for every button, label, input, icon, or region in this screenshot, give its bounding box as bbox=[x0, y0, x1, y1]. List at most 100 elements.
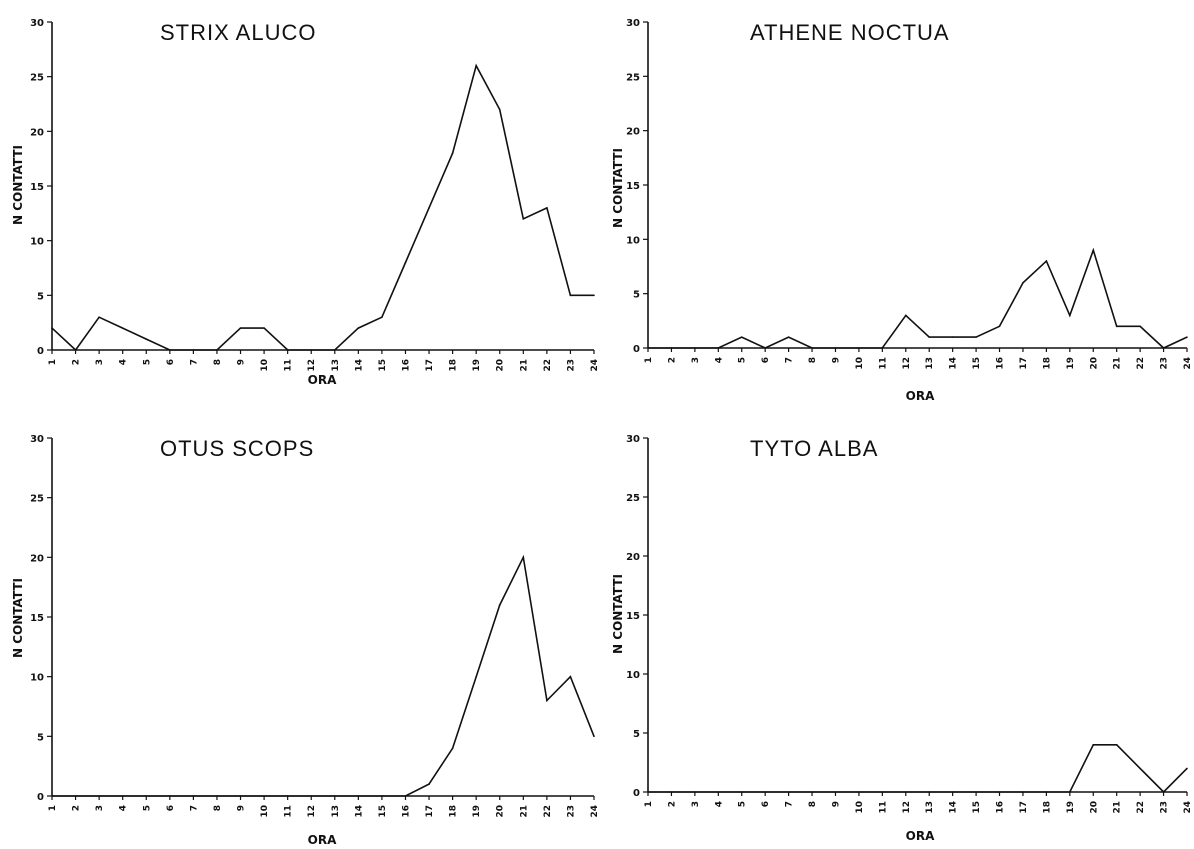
data-point bbox=[647, 791, 649, 793]
y-axis-label: N CONTATTI bbox=[611, 148, 625, 228]
x-tick-label: 6 bbox=[166, 359, 176, 365]
x-tick-label: 23 bbox=[566, 359, 576, 372]
x-tick-label: 9 bbox=[831, 801, 841, 807]
y-tick-label: 20 bbox=[626, 127, 640, 138]
x-tick-label: 24 bbox=[1183, 801, 1193, 814]
data-point bbox=[740, 791, 743, 793]
data-point bbox=[74, 795, 77, 797]
x-tick-label: 10 bbox=[855, 357, 865, 370]
chart-panel-strix-aluco: STRIX ALUCO ORA N CONTATTI 0510152025301… bbox=[11, 18, 600, 387]
data-point bbox=[975, 791, 977, 793]
y-tick-label: 25 bbox=[626, 72, 640, 83]
y-tick-label: 0 bbox=[633, 788, 640, 799]
x-tick-label: 23 bbox=[566, 805, 576, 818]
data-point bbox=[51, 327, 53, 329]
x-tick-label: 5 bbox=[142, 359, 152, 365]
x-tick-label: 14 bbox=[354, 359, 364, 372]
data-point bbox=[928, 791, 931, 793]
x-tick-label: 19 bbox=[472, 359, 482, 372]
x-tick-label: 23 bbox=[1160, 801, 1170, 814]
x-tick-label: 9 bbox=[237, 359, 247, 365]
data-point bbox=[428, 207, 430, 209]
x-tick-label: 3 bbox=[95, 359, 105, 365]
data-point bbox=[904, 791, 907, 793]
x-tick-label: 2 bbox=[72, 359, 82, 365]
data-point bbox=[263, 795, 265, 797]
x-tick-label: 21 bbox=[519, 359, 529, 372]
y-tick-label: 30 bbox=[30, 18, 44, 29]
x-tick-label: 24 bbox=[590, 359, 600, 372]
data-point bbox=[764, 791, 766, 793]
y-tick-label: 5 bbox=[37, 732, 44, 743]
x-tick-label: 19 bbox=[472, 805, 482, 818]
y-tick-label: 30 bbox=[30, 434, 44, 445]
x-tick-label: 23 bbox=[1160, 357, 1170, 370]
data-point bbox=[1092, 249, 1095, 251]
data-point bbox=[1115, 325, 1118, 328]
chart-title: ATHENE NOCTUA bbox=[750, 20, 950, 45]
data-point bbox=[404, 795, 407, 797]
y-tick-label: 15 bbox=[30, 182, 44, 193]
x-tick-label: 2 bbox=[667, 357, 677, 363]
data-point bbox=[498, 108, 501, 111]
data-point bbox=[811, 791, 813, 793]
x-tick-label: 6 bbox=[761, 357, 771, 363]
x-tick-label: 12 bbox=[307, 805, 317, 818]
x-tick-label: 18 bbox=[1042, 357, 1052, 370]
x-tick-label: 13 bbox=[925, 801, 935, 814]
data-point bbox=[881, 347, 884, 349]
data-point bbox=[670, 791, 673, 793]
x-tick-label: 17 bbox=[1019, 357, 1029, 370]
y-tick-label: 30 bbox=[626, 18, 640, 29]
data-point bbox=[1092, 744, 1095, 746]
y-tick-label: 0 bbox=[37, 346, 44, 357]
x-tick-label: 10 bbox=[260, 805, 270, 818]
x-tick-label: 1 bbox=[48, 805, 58, 811]
x-tick-label: 13 bbox=[331, 805, 341, 818]
chart-title: OTUS SCOPS bbox=[160, 436, 314, 461]
data-point bbox=[717, 347, 720, 349]
x-tick-label: 16 bbox=[996, 357, 1006, 370]
data-point bbox=[216, 795, 218, 797]
x-tick-label: 11 bbox=[284, 359, 294, 372]
x-tick-label: 16 bbox=[996, 801, 1006, 814]
x-tick-label: 1 bbox=[644, 801, 654, 807]
y-tick-label: 20 bbox=[626, 552, 640, 563]
data-point bbox=[694, 347, 696, 349]
data-point bbox=[787, 791, 790, 793]
chart-title: TYTO ALBA bbox=[750, 436, 878, 461]
data-point bbox=[522, 556, 525, 559]
data-point bbox=[169, 795, 171, 797]
data-point bbox=[1045, 260, 1048, 262]
x-tick-label: 18 bbox=[449, 359, 459, 372]
data-point bbox=[1045, 791, 1048, 793]
data-point bbox=[145, 795, 148, 797]
data-point bbox=[1186, 767, 1188, 770]
x-tick-label: 10 bbox=[260, 359, 270, 372]
data-point bbox=[98, 795, 100, 797]
data-point bbox=[1162, 347, 1165, 349]
data-point bbox=[1162, 791, 1165, 793]
x-tick-label: 16 bbox=[401, 805, 411, 818]
x-tick-label: 24 bbox=[590, 805, 600, 818]
x-tick-label: 8 bbox=[213, 359, 223, 365]
data-point bbox=[1139, 767, 1141, 770]
x-tick-label: 1 bbox=[644, 357, 654, 363]
x-tick-label: 4 bbox=[119, 805, 129, 811]
data-point bbox=[51, 795, 53, 797]
x-tick-label: 11 bbox=[284, 805, 294, 818]
y-tick-label: 15 bbox=[626, 611, 640, 622]
x-tick-label: 22 bbox=[1136, 801, 1146, 814]
y-tick-label: 10 bbox=[30, 237, 44, 248]
y-tick-label: 10 bbox=[626, 235, 640, 246]
x-tick-label: 14 bbox=[949, 357, 959, 370]
x-tick-label: 20 bbox=[496, 359, 506, 372]
x-tick-label: 20 bbox=[1089, 357, 1099, 370]
x-tick-label: 11 bbox=[878, 801, 888, 814]
data-point bbox=[98, 316, 100, 319]
data-point bbox=[787, 336, 790, 338]
data-point bbox=[951, 336, 954, 338]
chart-panel-athene-noctua: ATHENE NOCTUA ORA N CONTATTI 05101520253… bbox=[611, 18, 1193, 403]
